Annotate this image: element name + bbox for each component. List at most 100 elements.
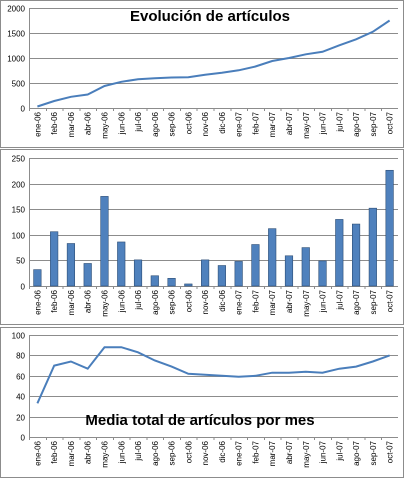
chart-2-x-tick-labels: ene-06 feb-06 mar-06 abr-06 may-06 jun-06 jul-…	[33, 289, 394, 316]
chart-1-y-tick-labels: 0 500 1000 1500 2000	[7, 5, 25, 114]
chart-3-gridlines	[29, 335, 398, 440]
x-tick-label: jun-07	[319, 111, 328, 135]
x-tick-label: abr-07	[285, 289, 294, 313]
x-tick-label: mar-06	[67, 111, 76, 137]
x-tick-label: may-07	[302, 111, 311, 138]
x-tick-label: nov-06	[201, 111, 210, 136]
x-tick-label: may-07	[302, 440, 311, 467]
bar	[83, 263, 92, 287]
x-tick-label: may-07	[302, 289, 311, 316]
bar	[133, 259, 143, 287]
y-tick-label: 200	[12, 181, 26, 190]
y-tick-label: 80	[16, 352, 25, 361]
x-tick-label: feb-06	[50, 440, 59, 463]
x-tick-label: jul-06	[134, 111, 143, 132]
chart-panel-3: 0 20 40 60 80 100 ene-06 feb-06 mar-06 abr-06 may…	[0, 327, 404, 478]
bar	[184, 283, 193, 287]
x-tick-label: jun-06	[117, 289, 126, 313]
x-tick-label: oct-06	[184, 111, 193, 134]
x-tick-label: oct-07	[386, 289, 395, 312]
bar	[284, 255, 294, 287]
y-tick-label: 150	[12, 206, 26, 215]
x-tick-label: feb-07	[251, 111, 260, 134]
bar	[100, 196, 109, 287]
x-tick-label: ago-06	[151, 111, 160, 136]
x-tick-label: abr-06	[84, 440, 93, 464]
series-line	[37, 19, 391, 108]
x-tick-label: may-06	[100, 289, 109, 316]
bar	[66, 243, 76, 287]
y-tick-label: 2000	[7, 5, 25, 14]
x-tick-label: jul-07	[335, 289, 344, 310]
y-tick-label: 0	[21, 283, 26, 292]
y-tick-label: 1500	[7, 30, 25, 39]
x-tick-label: ago-07	[352, 289, 361, 314]
bar	[318, 260, 327, 287]
bar	[301, 247, 310, 287]
x-tick-label: ago-07	[352, 440, 361, 465]
x-tick-label: jun-07	[319, 440, 328, 464]
x-tick-label: ene-06	[33, 111, 42, 136]
x-tick-label: ago-06	[151, 440, 160, 465]
x-tick-label: feb-07	[251, 289, 260, 312]
chart-panel-1: 0 500 1000 1500 2000 ene-06 feb-06 mar-06 abr-0…	[0, 0, 404, 148]
x-tick-label: ene-07	[235, 440, 244, 465]
y-tick-label: 100	[12, 232, 26, 241]
y-tick-label: 50	[16, 257, 25, 266]
x-tick-label: mar-06	[67, 440, 76, 466]
x-tick-label: mar-07	[268, 289, 277, 315]
x-tick-label: feb-06	[50, 111, 59, 134]
x-tick-label: jun-06	[117, 440, 126, 464]
x-tick-label: mar-06	[67, 289, 76, 315]
bar	[368, 207, 377, 287]
x-tick-label: dic-06	[218, 111, 227, 133]
x-tick-label: dic-06	[218, 289, 227, 311]
x-tick-label: dic-06	[218, 440, 227, 462]
y-tick-label: 1000	[7, 55, 25, 64]
x-tick-label: nov-06	[201, 440, 210, 465]
x-tick-label: may-06	[100, 440, 109, 467]
bar	[201, 259, 210, 287]
x-tick-label: mar-07	[268, 440, 277, 466]
x-tick-label: mar-07	[268, 111, 277, 137]
bar	[150, 275, 159, 287]
y-tick-label: 40	[16, 393, 25, 402]
chart-2-bars	[33, 169, 394, 287]
bar	[385, 169, 394, 287]
x-tick-label: ene-07	[235, 289, 244, 314]
bar	[268, 228, 277, 287]
y-tick-label: 60	[16, 373, 25, 382]
chart-3-series	[36, 346, 390, 404]
series-line	[36, 346, 390, 404]
x-tick-label: abr-06	[84, 289, 93, 313]
x-tick-label: feb-07	[251, 440, 260, 463]
bar	[50, 231, 59, 287]
bar	[117, 241, 126, 287]
bar	[335, 219, 344, 287]
x-tick-label: sep-07	[369, 289, 378, 314]
bar	[251, 244, 260, 287]
y-tick-label: 250	[12, 155, 26, 164]
x-tick-label: oct-07	[386, 440, 395, 463]
chart-3-title: Media total de artículos por mes	[85, 412, 314, 429]
x-tick-label: sep-06	[168, 111, 177, 136]
bar	[217, 265, 226, 287]
x-tick-label: sep-07	[369, 111, 378, 136]
x-tick-label: jul-06	[134, 289, 143, 310]
chart-1-frame	[0, 0, 404, 148]
x-tick-label: oct-07	[386, 111, 395, 134]
x-tick-label: sep-07	[369, 440, 378, 465]
x-tick-label: sep-06	[168, 289, 177, 314]
x-tick-label: jul-07	[335, 440, 344, 461]
x-tick-label: ago-07	[352, 111, 361, 136]
x-tick-label: ene-06	[33, 440, 42, 465]
x-tick-label: may-06	[100, 111, 109, 138]
y-tick-label: 500	[12, 80, 26, 89]
chart-1-title: Evolución de artículos	[130, 8, 290, 25]
y-tick-label: 0	[21, 434, 26, 443]
y-tick-label: 100	[12, 332, 26, 341]
x-tick-label: oct-06	[184, 440, 193, 463]
x-tick-label: nov-06	[201, 289, 210, 314]
x-tick-label: jun-07	[319, 289, 328, 313]
